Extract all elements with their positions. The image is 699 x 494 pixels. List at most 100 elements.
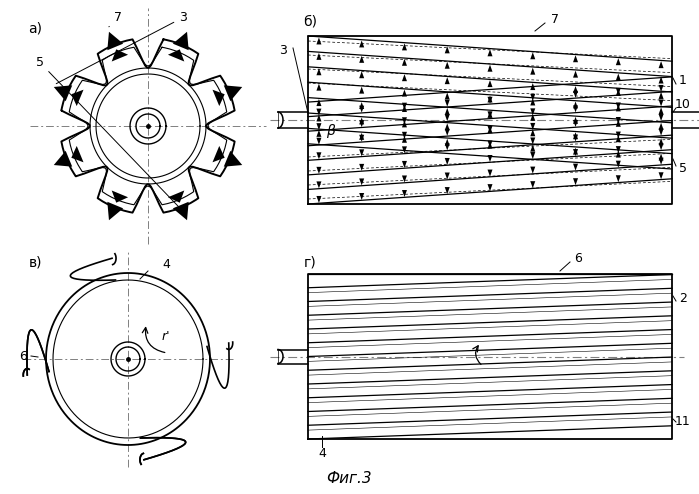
Polygon shape [359, 41, 364, 47]
Polygon shape [616, 89, 621, 96]
Polygon shape [168, 49, 185, 62]
Polygon shape [445, 62, 449, 69]
Polygon shape [317, 130, 322, 137]
Polygon shape [616, 151, 621, 158]
Polygon shape [487, 65, 493, 72]
Polygon shape [317, 181, 322, 188]
Polygon shape [359, 56, 364, 63]
Polygon shape [573, 178, 578, 185]
Polygon shape [108, 32, 123, 50]
Polygon shape [317, 99, 322, 106]
Polygon shape [402, 121, 407, 127]
Polygon shape [573, 117, 578, 124]
Polygon shape [658, 107, 663, 114]
Text: Фиг.3: Фиг.3 [326, 470, 372, 486]
Text: 11: 11 [675, 414, 691, 427]
Text: 4: 4 [318, 447, 326, 459]
Polygon shape [531, 145, 535, 152]
Polygon shape [445, 46, 449, 53]
Polygon shape [112, 49, 128, 62]
Text: 5: 5 [679, 163, 687, 175]
Polygon shape [573, 132, 578, 139]
Polygon shape [616, 74, 621, 81]
Text: 3: 3 [56, 11, 187, 83]
Polygon shape [212, 146, 224, 163]
Polygon shape [445, 129, 449, 136]
Polygon shape [224, 85, 243, 101]
Polygon shape [658, 61, 663, 68]
Polygon shape [487, 97, 493, 104]
Polygon shape [402, 161, 407, 168]
Polygon shape [487, 111, 493, 119]
Polygon shape [402, 146, 407, 153]
Polygon shape [359, 118, 364, 124]
Polygon shape [54, 151, 72, 166]
Polygon shape [173, 202, 189, 220]
Polygon shape [487, 184, 493, 191]
Polygon shape [487, 126, 493, 133]
Text: 6: 6 [19, 349, 27, 363]
Polygon shape [531, 137, 535, 144]
Polygon shape [317, 138, 322, 145]
Polygon shape [359, 164, 364, 171]
Polygon shape [402, 103, 407, 110]
Polygon shape [658, 77, 663, 83]
Polygon shape [531, 129, 535, 136]
Polygon shape [402, 175, 407, 182]
Text: 10: 10 [675, 98, 691, 112]
Polygon shape [317, 68, 322, 75]
Polygon shape [531, 123, 535, 130]
Polygon shape [531, 68, 535, 75]
Polygon shape [658, 128, 663, 135]
Polygon shape [359, 149, 364, 156]
Polygon shape [317, 123, 322, 130]
Text: в): в) [28, 255, 42, 269]
Polygon shape [658, 85, 663, 92]
Polygon shape [573, 164, 578, 170]
Polygon shape [573, 120, 578, 127]
Polygon shape [616, 117, 621, 124]
Polygon shape [658, 154, 663, 161]
Polygon shape [359, 193, 364, 200]
Polygon shape [616, 175, 621, 182]
Polygon shape [402, 132, 407, 139]
Polygon shape [359, 71, 364, 78]
Polygon shape [445, 139, 449, 146]
Text: 2: 2 [679, 292, 687, 305]
Polygon shape [71, 146, 83, 163]
Polygon shape [317, 152, 322, 159]
Polygon shape [168, 191, 185, 203]
Polygon shape [445, 143, 449, 150]
Polygon shape [402, 89, 407, 97]
Polygon shape [658, 172, 663, 179]
Polygon shape [658, 138, 663, 145]
Polygon shape [487, 80, 493, 87]
Polygon shape [616, 135, 621, 142]
Polygon shape [658, 99, 663, 107]
Polygon shape [317, 53, 322, 60]
Polygon shape [402, 190, 407, 197]
Polygon shape [359, 86, 364, 94]
Polygon shape [573, 149, 578, 156]
Polygon shape [573, 105, 578, 113]
Polygon shape [531, 83, 535, 90]
Polygon shape [402, 43, 407, 50]
Polygon shape [487, 169, 493, 176]
Polygon shape [359, 178, 364, 185]
Polygon shape [71, 90, 83, 106]
Polygon shape [658, 123, 663, 130]
Text: 6: 6 [574, 252, 582, 265]
Polygon shape [616, 131, 621, 138]
Polygon shape [616, 88, 621, 95]
Polygon shape [173, 32, 189, 50]
Polygon shape [445, 77, 449, 84]
Polygon shape [445, 108, 449, 115]
Polygon shape [212, 90, 224, 106]
Text: 7: 7 [109, 11, 122, 27]
Polygon shape [359, 133, 364, 140]
Text: 3: 3 [279, 44, 287, 57]
Polygon shape [616, 161, 621, 167]
Polygon shape [531, 114, 535, 121]
Polygon shape [402, 136, 407, 143]
Polygon shape [487, 140, 493, 147]
